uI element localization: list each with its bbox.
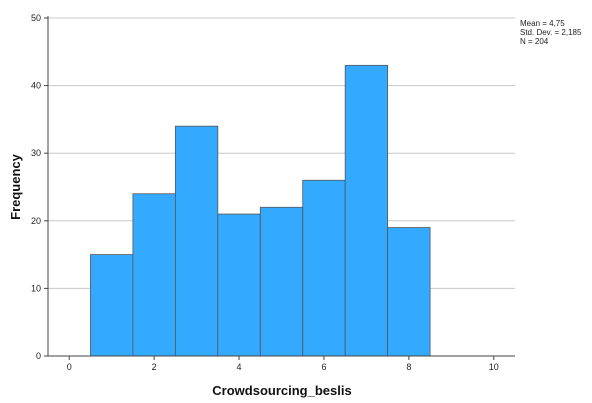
histogram-bar-3: [174, 125, 219, 357]
y-tick-label: 40: [31, 81, 41, 91]
x-axis-title: Crowdsourcing_beslis: [212, 383, 351, 398]
x-tick-label: 10: [489, 362, 499, 372]
y-tick-label: 0: [36, 351, 41, 361]
histogram-bar-4: [217, 213, 261, 357]
x-tick-label: 6: [321, 362, 326, 372]
stats-std-dev: Std. Dev. = 2,185: [520, 28, 582, 37]
stats-mean: Mean = 4,75: [520, 19, 565, 28]
y-tick-label: 20: [31, 216, 41, 226]
x-tick-label: 8: [406, 362, 411, 372]
x-tick-label: 0: [67, 362, 72, 372]
histogram-bar-6: [302, 179, 346, 357]
histogram-bar-8: [387, 227, 431, 357]
histogram-bar-5: [259, 206, 304, 357]
histogram-bar-2: [132, 193, 176, 357]
y-tick-label: 30: [31, 148, 41, 158]
histogram-bar-1: [90, 254, 134, 357]
y-axis-title: Frequency: [8, 153, 23, 220]
tick-labels: 0 10 20 30 40 50 0 2 4 6 8 10: [31, 13, 499, 372]
y-tick-label: 10: [31, 283, 41, 293]
y-tick-label: 50: [31, 13, 41, 23]
bars: [90, 64, 431, 357]
x-tick-label: 4: [237, 362, 242, 372]
axes: [44, 16, 515, 360]
stats-box: Mean = 4,75 Std. Dev. = 2,185 N = 204: [520, 19, 582, 46]
stats-n: N = 204: [520, 37, 549, 46]
histogram-bar-7: [344, 64, 389, 357]
gridlines: [48, 17, 515, 289]
x-tick-label: 2: [152, 362, 157, 372]
